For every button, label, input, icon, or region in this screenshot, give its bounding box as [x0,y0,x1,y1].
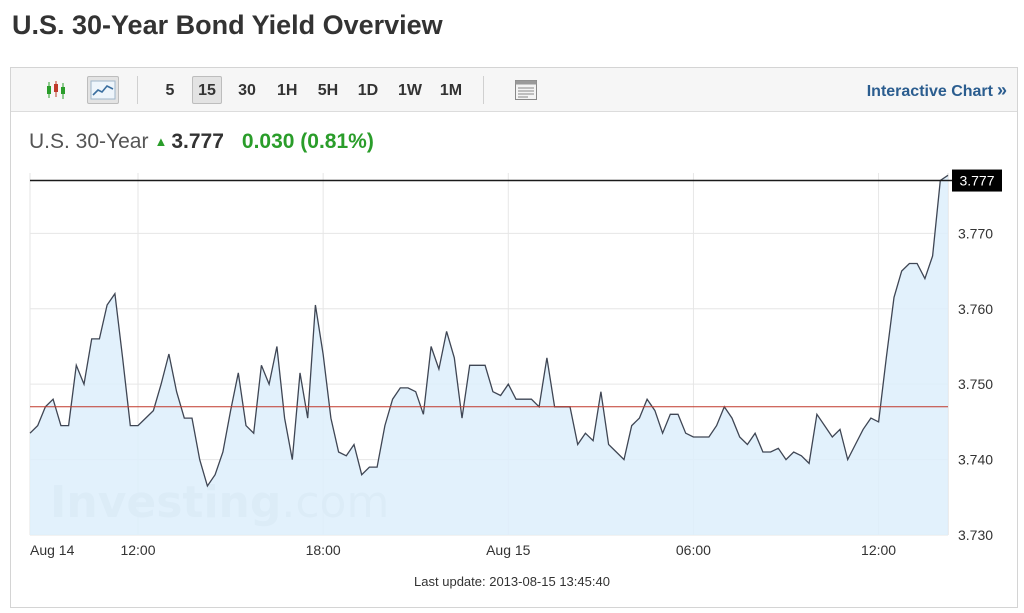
quote-header: U.S. 30-Year ▲ 3.777 0.030 (0.81%) [29,130,374,154]
x-tick-label: 12:00 [120,542,155,558]
timeframe-5h[interactable]: 5H [317,82,339,99]
timeframe-1w[interactable]: 1W [398,82,422,99]
interactive-chart-link[interactable]: Interactive Chart» [867,80,1007,101]
x-tick-label: 18:00 [306,542,341,558]
series-area [30,175,948,536]
last-price: 3.777 [171,130,224,153]
x-tick-label: Aug 14 [30,542,75,558]
toolbar-separator [483,76,484,104]
series-line [29,174,949,488]
timeframe-30[interactable]: 30 [238,82,256,99]
toolbar-separator [137,76,138,104]
timeframe-1d[interactable]: 1D [357,82,379,99]
x-tick-label: 12:00 [861,542,896,558]
yield-chart: Investing.com3.7773.7303.7403.7503.7603.… [29,169,1002,558]
y-tick-label: 3.760 [958,301,993,317]
line-chart-icon[interactable] [87,76,119,104]
y-tick-label: 3.750 [958,376,993,392]
candlestick-chart-icon[interactable] [41,76,71,104]
up-arrow-icon: ▲ [154,134,168,149]
y-tick-label: 3.740 [958,452,993,468]
timeframe-1m[interactable]: 1M [439,82,463,99]
instrument-name: U.S. 30-Year [29,130,149,153]
timeframe-15[interactable]: 15 [192,76,222,104]
x-tick-label: Aug 15 [486,542,531,558]
last-update-text: Last update: 2013-08-15 13:45:40 [414,574,610,589]
x-tick-label: 06:00 [676,542,711,558]
timeframe-1h[interactable]: 1H [277,82,298,99]
page-title: U.S. 30-Year Bond Yield Overview [12,10,443,40]
y-tick-label: 3.730 [958,527,993,543]
interactive-chart-label: Interactive Chart [866,83,993,100]
last-price-tag [952,169,1002,192]
price-change: 0.030 (0.81%) [241,130,374,153]
last-price-tag-label: 3.777 [959,173,994,189]
y-tick-label: 3.770 [958,225,993,241]
chart-toolbar: 5 15 30 1H 5H 1D 1W 1M Interactive Chart… [11,68,1017,112]
double-chevron-right-icon: » [996,80,1007,100]
data-table-icon[interactable] [511,76,541,104]
timeframe-5[interactable]: 5 [165,82,175,99]
